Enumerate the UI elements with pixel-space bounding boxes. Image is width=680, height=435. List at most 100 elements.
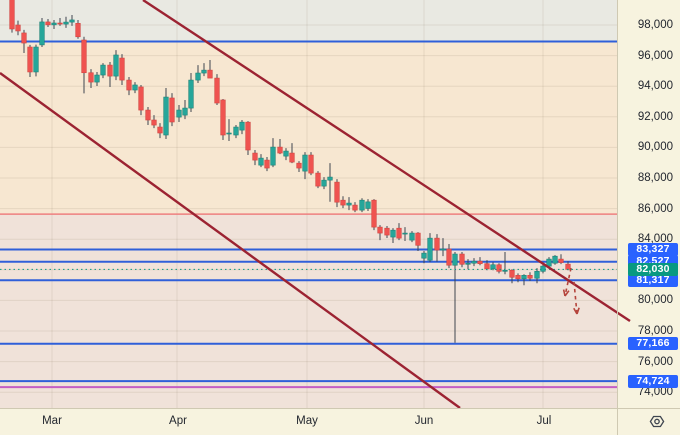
arrowhead [576,307,580,315]
candle-body [527,275,533,279]
price-axis-background [617,0,680,435]
candle-body [270,146,276,166]
arrow-annotations [562,267,580,315]
candle-body [45,21,51,26]
candle-body [201,69,207,74]
candle-body [94,74,100,83]
candle-body [21,32,27,44]
candle-body [138,86,144,111]
price-axis[interactable]: 98,000 96,000 94,000 92,000 90,000 88,000 86,0… [617,0,680,408]
price-level-badge: 83,327 [628,242,678,256]
candle-body [384,227,390,236]
candle-body [502,269,508,272]
candle-body [214,77,220,104]
candle-body [289,152,295,163]
candle-body [277,146,283,154]
candle-body [552,255,558,264]
down-arrow [564,267,572,297]
candle-body [334,181,340,203]
price-tick-label: 90,000 [637,141,673,154]
price-tick-label: 96,000 [637,49,673,62]
background-band [0,41,617,214]
candle-body [264,159,270,169]
price-tick-label: 86,000 [637,202,673,215]
candle-body [496,264,502,272]
candle-body [565,263,571,270]
month-tick-label: May [296,415,318,427]
candle-body [546,258,552,267]
candle-body [27,46,33,73]
price-tick-label: 88,000 [637,172,673,184]
candle-body [39,21,45,46]
candle-body [88,72,94,83]
candle-body [509,269,515,278]
candle-body [132,84,138,91]
candle-body [402,232,408,235]
candle-body [15,24,21,32]
candle-body [409,232,415,241]
candle-body [9,0,15,30]
candle-body [515,275,521,280]
candle-body [220,99,226,136]
candle-body [440,248,446,251]
candle-body [415,232,421,246]
price-tick-label: 94,000 [637,80,673,93]
current-price-badge: 82,030 [628,262,678,276]
candle-body [421,252,427,259]
month-tick-label: Jul [536,415,552,427]
horizontal-price-lines [0,40,617,389]
candle-body [558,258,564,263]
candle-body [465,262,471,265]
candles-layer [9,0,571,343]
candle-body [377,226,383,234]
candle-body [321,179,327,187]
candle-body [69,19,75,23]
candle-body [57,22,63,25]
price-tick-label: 92,000 [637,110,673,123]
settings-button[interactable] [647,411,667,431]
candle-body [100,64,106,76]
candle-body [63,21,69,25]
month-tick-label: Apr [169,415,187,427]
candle-body [207,69,213,79]
candle-body [459,253,465,265]
candle-body [145,109,151,121]
gear-icon [649,415,665,427]
candle-body [239,121,245,131]
candle-body [113,54,119,77]
price-level-badge: 81,317 [628,273,678,287]
candle-body [534,271,540,279]
candle-body [33,46,39,73]
price-level-badge: 77,166 [628,337,678,351]
time-axis[interactable]: Mar Apr May Jun Jul [0,408,680,435]
candle-body [195,72,201,81]
price-tick-label: 98,000 [637,19,673,31]
month-tick-label: Jun [414,415,434,427]
candle-body [81,39,87,74]
candle-body [226,132,232,135]
candle-body [327,176,333,181]
candle-body [452,253,458,266]
candle-body [258,157,264,166]
arrowhead [564,290,570,297]
price-tick-label: 80,000 [637,294,673,307]
candle-body [540,265,546,272]
candle-body [302,154,308,172]
candle-body [176,109,182,118]
candle-body [119,57,125,81]
candle-body [252,152,258,161]
candle-body [390,229,396,238]
candle-body [182,107,188,116]
arrowhead [562,289,566,297]
candle-body [490,264,496,270]
trendline [142,0,631,323]
candle-body [340,199,346,206]
candle-body [233,126,239,136]
candle-body [477,260,483,264]
candle-body [169,97,175,123]
candle-body [484,263,490,270]
candle-body [396,227,402,239]
